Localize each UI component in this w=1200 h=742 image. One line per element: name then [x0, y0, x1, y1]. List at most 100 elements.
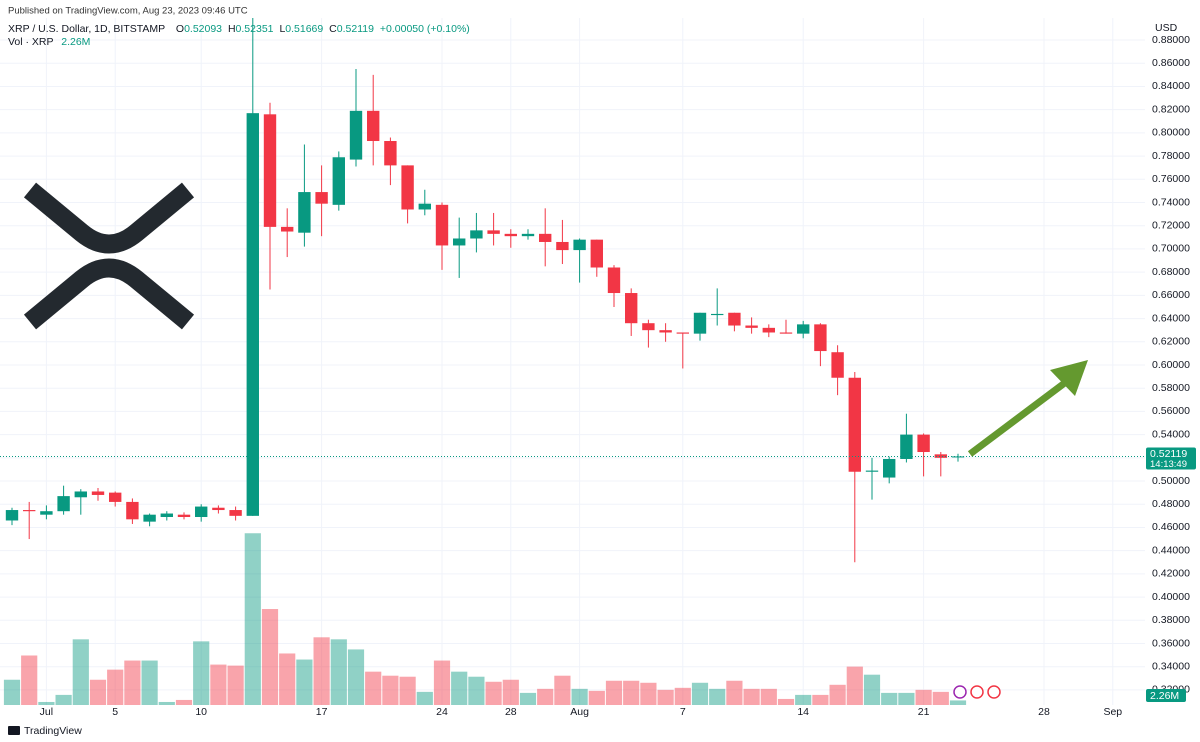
volume-bar [863, 674, 881, 705]
volume-bar [330, 639, 347, 705]
volume-bar [777, 698, 795, 705]
candle-body [401, 165, 414, 210]
volume-bar [210, 664, 227, 705]
y-tick-label: 0.46000 [1152, 521, 1190, 533]
candle-body [177, 514, 191, 518]
volume-bar [537, 688, 554, 705]
last-price-tag [1146, 447, 1196, 470]
candle-body [91, 491, 105, 495]
x-tick-label: 17 [316, 706, 328, 718]
candle-body [900, 434, 913, 459]
candle-body [23, 510, 36, 512]
ohlc-letter: H [228, 23, 236, 35]
candle-body [573, 239, 586, 251]
ohlc-letter: L [279, 23, 285, 35]
candle-body [384, 141, 397, 166]
published-note: Published on TradingView.com, Aug 23, 20… [8, 6, 248, 17]
candle-body [418, 203, 431, 210]
y-tick-label: 0.82000 [1152, 103, 1190, 115]
volume-bar [451, 671, 468, 705]
volume-bar [812, 694, 829, 705]
candle-body [57, 496, 70, 512]
brand: TradingView [8, 725, 82, 737]
volume-bar [519, 692, 537, 705]
candle-body [848, 377, 861, 472]
y-tick-label: 0.84000 [1152, 80, 1190, 92]
y-tick-label: 0.66000 [1152, 289, 1190, 301]
candle-body [659, 330, 672, 333]
x-tick-label: 5 [112, 706, 118, 718]
candle-body [281, 226, 294, 232]
volume-value: 2.26M [61, 36, 90, 48]
y-tick-label: 0.42000 [1152, 568, 1190, 580]
y-tick-label: 0.44000 [1152, 544, 1190, 556]
volume-bar [915, 689, 932, 705]
volume-bar [261, 609, 279, 705]
volume-bar [279, 653, 296, 705]
volume-bar [829, 684, 846, 705]
x-tick-label: 28 [1038, 706, 1050, 718]
volume-bar [158, 701, 175, 705]
volume-bar [21, 655, 38, 705]
volume-bar [571, 688, 588, 705]
volume-title: Vol · XRP [8, 36, 54, 48]
volume-bar [932, 691, 949, 705]
x-tick-label: Jul [40, 706, 53, 718]
candle-body [676, 332, 689, 334]
ohlc-letter: O [176, 23, 184, 35]
candle-body [728, 312, 741, 326]
candle-body [797, 324, 810, 334]
volume-bar [89, 679, 107, 705]
y-tick-label: 0.68000 [1152, 266, 1190, 278]
volume-tag [1146, 689, 1186, 702]
currency: USD [1155, 22, 1178, 34]
y-tick-label: 0.48000 [1152, 498, 1190, 510]
candle-body [487, 230, 500, 234]
candle-body [831, 352, 844, 378]
candle-body [263, 114, 277, 227]
candle-body [246, 113, 259, 516]
ohlc-value: 0.52351 [236, 23, 274, 35]
candle-body [556, 241, 569, 251]
volume-bar [485, 681, 502, 705]
volume-bar [949, 700, 967, 705]
candle-body [917, 434, 930, 453]
volume-bar [743, 688, 760, 705]
candle-body [625, 293, 638, 324]
x-tick-label: Aug [570, 706, 589, 718]
volume-bar [175, 699, 193, 705]
candle-body [521, 233, 535, 237]
candle-body [711, 313, 724, 316]
candle-body [934, 454, 947, 458]
ohlc-value: 0.51669 [285, 23, 323, 35]
volume-bar [107, 669, 124, 705]
y-tick-label: 0.78000 [1152, 150, 1190, 162]
candle-layer [5, 18, 965, 563]
candle-body [745, 325, 758, 328]
candle-body [779, 332, 793, 334]
axes: 0.320000.340000.360000.380000.400000.420… [0, 34, 1196, 718]
candle-body [504, 233, 517, 237]
trend-arrow [967, 360, 1088, 457]
volume-bar [605, 680, 623, 705]
x-tick-label: 7 [680, 706, 686, 718]
y-tick-label: 0.64000 [1152, 312, 1190, 324]
candle-body [349, 110, 363, 160]
candle-body [229, 510, 242, 516]
volume-bar [640, 682, 657, 705]
volume-bar [588, 690, 605, 705]
x-tick-label: 24 [436, 706, 448, 718]
candle-body [883, 458, 896, 478]
candle-body [298, 192, 311, 233]
candle-body [762, 327, 775, 333]
y-tick-label: 0.86000 [1152, 57, 1190, 69]
candle-body [5, 510, 19, 521]
candle-body [435, 204, 449, 246]
y-tick-label: 0.56000 [1152, 405, 1190, 417]
ohlc-value: 0.52119 [337, 23, 374, 35]
candle-body [590, 239, 603, 268]
candle-body [74, 491, 87, 498]
x-tick-label: 21 [918, 706, 930, 718]
